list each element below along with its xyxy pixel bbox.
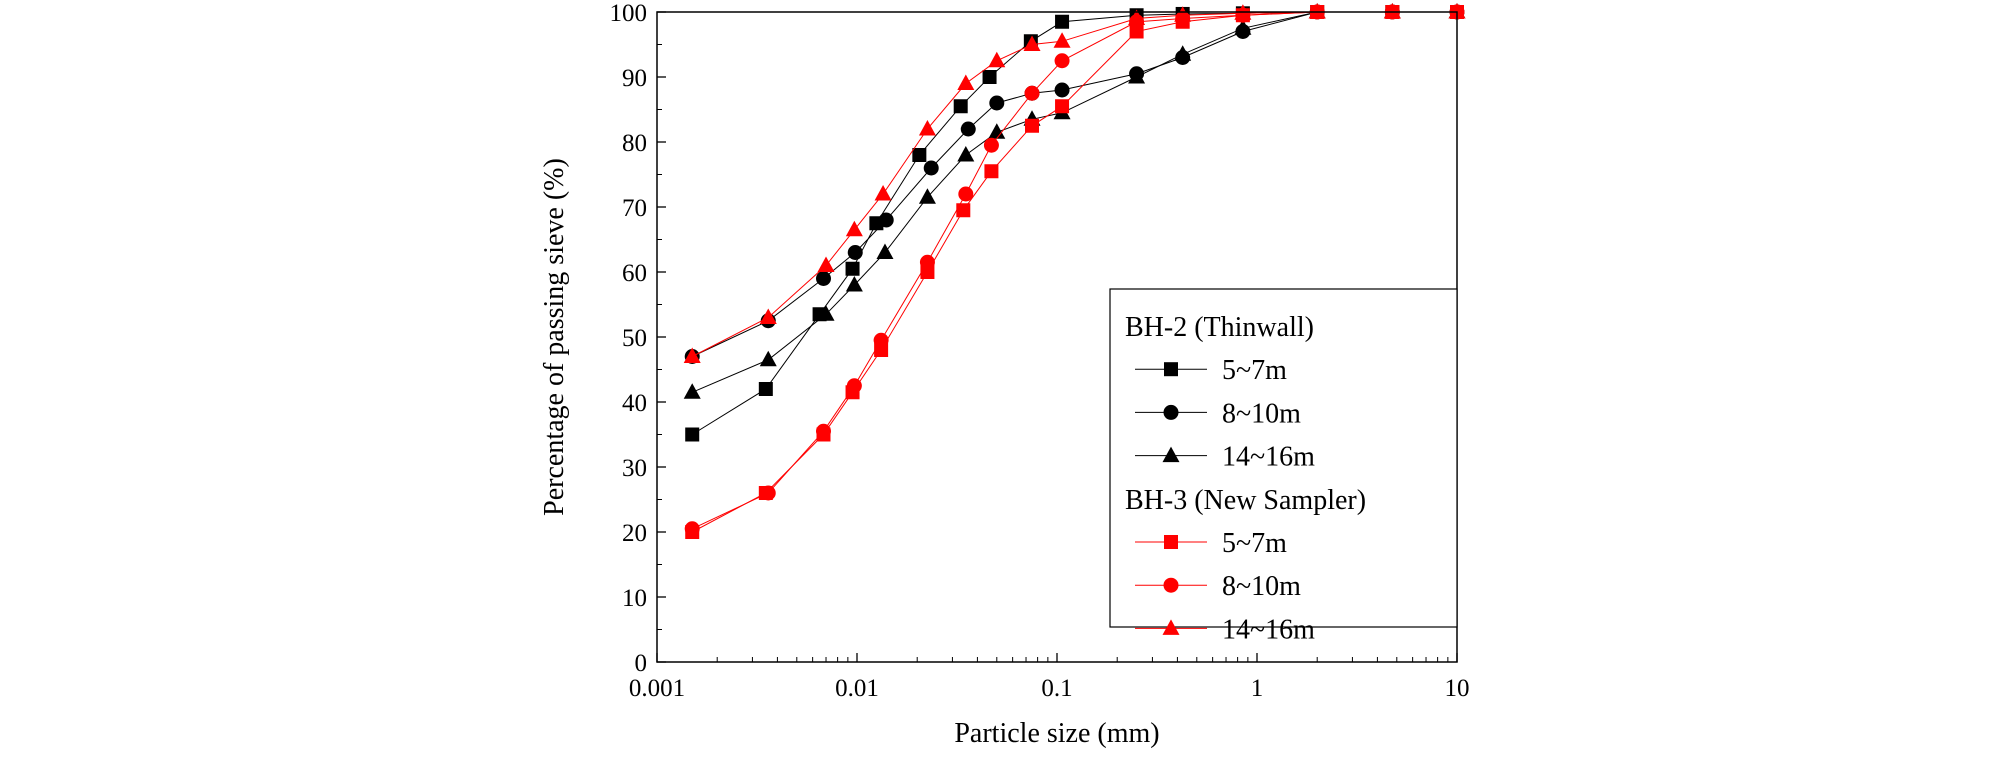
data-point bbox=[845, 261, 860, 276]
y-tick-label: 100 bbox=[610, 0, 648, 27]
legend-marker bbox=[1163, 577, 1179, 593]
data-point bbox=[873, 332, 889, 348]
legend-label: 14~16m bbox=[1222, 614, 1315, 645]
data-point bbox=[918, 188, 936, 204]
data-point bbox=[1308, 3, 1326, 19]
legend-label: 8~10m bbox=[1222, 398, 1301, 429]
data-point bbox=[1174, 45, 1192, 61]
x-axis-title: Particle size (mm) bbox=[954, 718, 1159, 749]
data-point bbox=[874, 185, 892, 201]
data-point bbox=[957, 74, 975, 90]
data-point bbox=[684, 521, 700, 537]
data-point bbox=[956, 203, 971, 218]
y-tick-label: 30 bbox=[622, 455, 647, 482]
data-point bbox=[816, 423, 832, 439]
data-point bbox=[846, 378, 862, 394]
data-point bbox=[816, 271, 832, 286]
data-point bbox=[958, 186, 974, 202]
data-point bbox=[845, 276, 863, 292]
data-point bbox=[919, 254, 935, 270]
data-point bbox=[912, 148, 927, 162]
y-tick-label: 90 bbox=[622, 65, 647, 92]
legend-marker bbox=[1162, 446, 1180, 463]
y-tick-label: 70 bbox=[622, 195, 647, 222]
data-point bbox=[1055, 14, 1070, 29]
legend-marker bbox=[1164, 535, 1178, 549]
legend-marker bbox=[1163, 404, 1179, 420]
data-point bbox=[817, 256, 835, 272]
y-axis-title: Percentage of passing sieve (%) bbox=[539, 158, 570, 516]
x-tick-label: 10 bbox=[1445, 675, 1470, 702]
data-point bbox=[683, 347, 701, 363]
data-point bbox=[984, 164, 999, 179]
data-point bbox=[878, 212, 894, 228]
data-point bbox=[953, 99, 968, 114]
data-point bbox=[817, 305, 835, 321]
data-point bbox=[1383, 3, 1401, 19]
legend: BH-2 (Thinwall) 5~7m 8~10m 14~16m BH-3 (New … bbox=[1109, 288, 1458, 645]
x-tick-label: 1 bbox=[1251, 675, 1264, 702]
legend-items: BH-2 (Thinwall) 5~7m 8~10m 14~16m BH-3 (New … bbox=[1125, 312, 1366, 645]
data-point bbox=[1023, 35, 1041, 51]
data-point bbox=[1025, 118, 1040, 133]
data-point bbox=[982, 70, 997, 84]
legend-label: 5~7m bbox=[1222, 528, 1287, 559]
data-point bbox=[876, 243, 894, 259]
data-point bbox=[989, 95, 1005, 111]
legend-label: 14~16m bbox=[1222, 442, 1315, 473]
y-tick-label: 20 bbox=[622, 520, 647, 547]
data-point bbox=[957, 146, 975, 162]
x-tick-label: 0.001 bbox=[629, 675, 685, 702]
y-tick-label: 60 bbox=[622, 260, 647, 287]
legend-marker bbox=[1164, 362, 1178, 377]
legend-group-title: BH-3 (New Sampler) bbox=[1125, 485, 1366, 516]
data-point bbox=[1054, 53, 1070, 69]
data-point bbox=[983, 137, 999, 153]
x-tick-label: 0.1 bbox=[1041, 675, 1072, 702]
data-point bbox=[988, 51, 1006, 68]
data-point bbox=[1128, 68, 1146, 84]
data-point bbox=[988, 123, 1006, 139]
data-point bbox=[1024, 85, 1040, 101]
x-tick-label: 0.01 bbox=[835, 675, 879, 702]
data-point bbox=[683, 383, 701, 399]
y-tick-label: 80 bbox=[622, 130, 647, 157]
data-point bbox=[918, 120, 936, 136]
data-point bbox=[758, 382, 773, 396]
legend-label: 8~10m bbox=[1222, 571, 1301, 602]
series-line bbox=[691, 11, 1457, 530]
legend-group-title: BH-2 (Thinwall) bbox=[1125, 312, 1314, 343]
series-line bbox=[691, 11, 1457, 357]
data-point bbox=[760, 485, 776, 501]
data-point bbox=[1055, 99, 1070, 114]
legend-label: 5~7m bbox=[1222, 355, 1287, 386]
data-point bbox=[847, 245, 863, 260]
data-point bbox=[1053, 32, 1071, 48]
data-point bbox=[845, 220, 863, 237]
y-tick-label: 50 bbox=[622, 325, 647, 352]
data-point bbox=[923, 160, 939, 176]
y-tick-label: 0 bbox=[635, 650, 648, 677]
data-point bbox=[685, 427, 700, 442]
series-line bbox=[692, 11, 1457, 393]
y-tick-label: 10 bbox=[622, 585, 647, 612]
data-point bbox=[1054, 82, 1070, 98]
data-point bbox=[759, 350, 777, 367]
data-point bbox=[759, 308, 777, 324]
data-point bbox=[1448, 3, 1466, 19]
legend-marker bbox=[1162, 619, 1180, 635]
data-point bbox=[1128, 9, 1146, 25]
data-point bbox=[1234, 19, 1252, 35]
data-point bbox=[960, 121, 976, 137]
y-tick-label: 40 bbox=[622, 390, 647, 417]
data-point bbox=[1174, 6, 1192, 22]
